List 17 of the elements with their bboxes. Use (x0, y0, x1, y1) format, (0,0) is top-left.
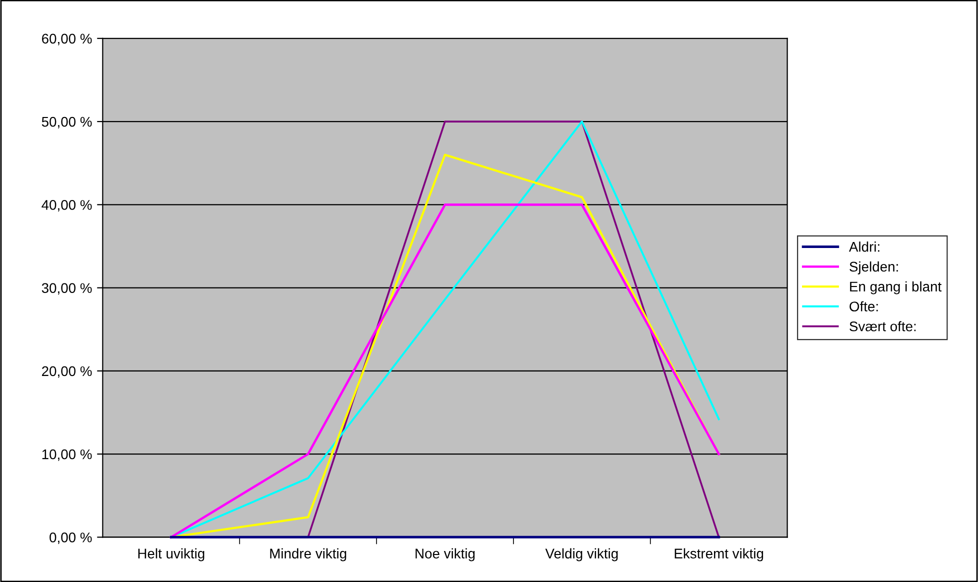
legend-label: Ofte: (850, 301, 878, 312)
legend-label: Sjelden: (850, 261, 898, 274)
x-tick-label: Ekstremt viktig (674, 548, 764, 562)
y-tick-label: 40,00 % (42, 200, 92, 212)
y-tick-label: 30,00 % (42, 283, 92, 295)
x-tick-label: Mindre viktig (270, 548, 346, 562)
x-tick-label: Noe viktig (416, 548, 475, 562)
x-tick-label: Veldig viktig (545, 548, 618, 562)
y-tick-label: 50,00 % (42, 116, 92, 128)
x-tick-label: Helt uviktig (138, 548, 204, 562)
legend-label: En gang i blant (850, 281, 942, 294)
legend-label: Aldri: (848, 242, 880, 252)
y-tick-label: 10,00 % (42, 449, 92, 461)
y-tick-label: 60,00 % (42, 34, 92, 46)
y-tick-label: 20,00 % (42, 366, 92, 378)
legend-label: Svært ofte: (850, 321, 916, 332)
y-tick-label: 0,00 % (50, 532, 92, 544)
